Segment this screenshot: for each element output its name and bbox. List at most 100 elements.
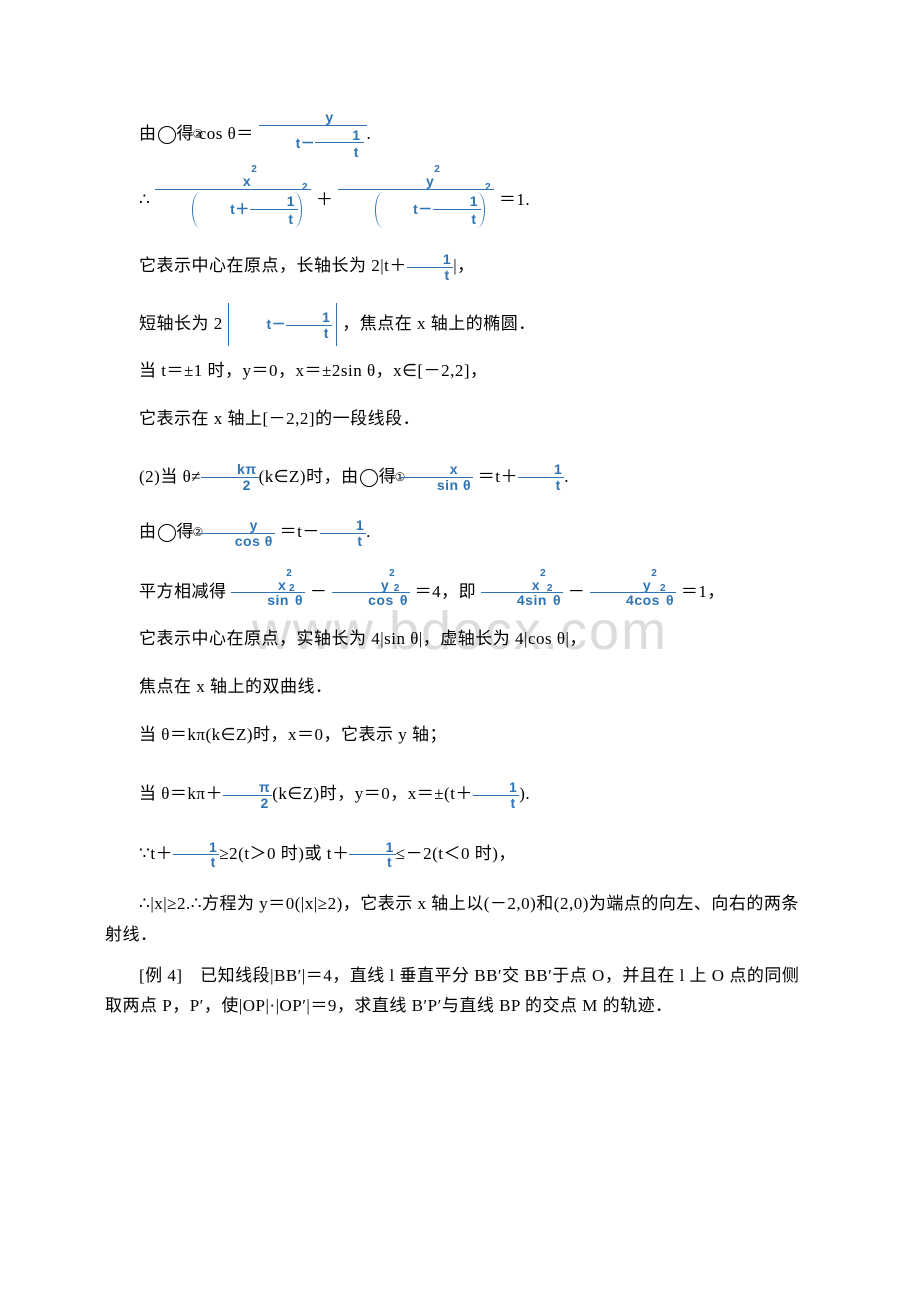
- fraction: 1t: [407, 252, 453, 282]
- text: －: [568, 582, 586, 601]
- text: ＝1，: [681, 582, 725, 601]
- fraction: xsin θ: [401, 462, 473, 492]
- text: ＝1.: [499, 190, 530, 209]
- fraction: 1t: [320, 518, 366, 548]
- text: ∵t＋: [139, 844, 173, 863]
- fraction: kπ2: [201, 462, 259, 492]
- sup: 2: [485, 182, 491, 193]
- text-line: 当 t＝±1 时，y＝0，x＝±2sin θ，x∈[－2,2]，: [105, 347, 815, 395]
- inner-fraction: 1t: [433, 194, 481, 226]
- text-line: 当 θ＝kπ(k∈Z)时，x＝0，它表示 y 轴；: [105, 711, 815, 759]
- text: (k∈Z)时，y＝0，x＝±(t＋: [272, 784, 473, 803]
- d2: θ: [553, 592, 561, 608]
- text: .: [564, 467, 569, 486]
- inner-fraction: 1t: [250, 194, 298, 226]
- d2: θ: [295, 592, 303, 608]
- text-line: 由②得 ycos θ ＝t－1t.: [105, 508, 815, 556]
- text-line: 当 θ＝kπ＋π2(k∈Z)时，y＝0，x＝±(t＋1t).: [105, 770, 815, 818]
- text: 当 θ＝kπ＋: [139, 784, 223, 803]
- text-line: 焦点在 x 轴上的双曲线．: [105, 663, 815, 711]
- n: x: [532, 577, 540, 593]
- text-line: (2)当 θ≠kπ2(k∈Z)时，由①得 xsin θ ＝t＋1t.: [105, 453, 815, 501]
- sup: 2: [547, 583, 553, 594]
- fraction: 1t: [518, 462, 564, 492]
- fraction: x2 sin2θ: [231, 578, 305, 608]
- text: 由: [139, 124, 157, 143]
- fraction: ycos θ: [199, 518, 275, 548]
- fraction: 1t: [473, 780, 519, 810]
- text: ∴: [139, 190, 150, 209]
- sup: 2: [660, 583, 666, 594]
- text: ＝t＋: [478, 467, 518, 486]
- text: .: [366, 522, 371, 541]
- txt: t－: [413, 201, 433, 217]
- inner-fraction: 1t: [286, 310, 332, 340]
- text: ≥2(t＞0 时)或 t＋: [219, 844, 349, 863]
- numerator: x: [243, 173, 251, 189]
- circled-number: ①: [360, 469, 378, 487]
- fraction: x2 t＋1t2: [155, 174, 311, 228]
- sup: 2: [434, 164, 440, 175]
- txt: t＋: [230, 201, 250, 217]
- inner-fraction: 1t: [315, 128, 363, 160]
- paren: t－1t: [375, 192, 485, 228]
- sup: 2: [540, 568, 546, 579]
- text-line: 平方相减得 x2 sin2θ － y2 cos2θ ＝4，即 x2 4sin2θ…: [105, 568, 815, 616]
- text-line: 短轴长为 2 t－1t ，焦点在 x 轴上的椭圆．: [105, 300, 815, 348]
- sup: 2: [251, 164, 257, 175]
- text: (k∈Z)时，由: [259, 467, 359, 486]
- fraction: 1t: [173, 840, 219, 870]
- document-page: www.bdocx.com 由②得 cos θ＝ y t－1t . ∴ x2 t…: [0, 0, 920, 1302]
- sup: 2: [651, 568, 657, 579]
- d: sin: [267, 592, 289, 608]
- sup: 2: [286, 568, 292, 579]
- paragraph: ∴|x|≥2.∴方程为 y＝0(|x|≥2)，它表示 x 轴上以(－2,0)和(…: [105, 889, 815, 950]
- text: ＝4，即: [415, 582, 477, 601]
- d2: θ: [666, 592, 674, 608]
- text: |，: [453, 256, 474, 275]
- fraction: x2 4sin2θ: [481, 578, 563, 608]
- d: 4sin: [517, 592, 547, 608]
- fraction: y2 4cos2θ: [590, 578, 676, 608]
- n: y: [381, 577, 389, 593]
- text-line: 它表示中心在原点，实轴长为 4|sin θ|，虚轴长为 4|cos θ|，: [105, 615, 815, 663]
- text: ≤－2(t＜0 时)，: [396, 844, 516, 863]
- sup: 2: [389, 568, 395, 579]
- text: 得 cos θ＝: [177, 124, 254, 143]
- sup: 2: [289, 583, 295, 594]
- fraction: y2 cos2θ: [332, 578, 410, 608]
- text: 得: [379, 467, 397, 486]
- den-text: t－: [296, 135, 316, 151]
- fraction: 1t: [349, 840, 395, 870]
- text: 平方相减得: [139, 582, 227, 601]
- circled-number: ②: [158, 524, 176, 542]
- page-content: 由②得 cos θ＝ y t－1t . ∴ x2 t＋1t2 ＋ y2 t－1t…: [105, 110, 815, 1022]
- text: ).: [519, 784, 530, 803]
- paren: t＋1t: [192, 192, 302, 228]
- text-line: 它表示在 x 轴上[－2,2]的一段线段．: [105, 395, 815, 443]
- text: ＝t－: [280, 522, 320, 541]
- n: y: [643, 577, 651, 593]
- sup: 2: [302, 182, 308, 193]
- paragraph: [例 4] 已知线段|BB′|＝4，直线 l 垂直平分 BB′交 BB′于点 O…: [105, 961, 815, 1022]
- numerator: y: [426, 173, 434, 189]
- text: ＋: [316, 190, 334, 209]
- d2: θ: [400, 592, 408, 608]
- text: 得: [177, 522, 195, 541]
- text: －: [310, 582, 328, 601]
- text: 由: [139, 522, 157, 541]
- text-line: 它表示中心在原点，长轴长为 2|t＋1t|，: [105, 242, 815, 290]
- text: 短轴长为 2: [139, 314, 223, 333]
- circled-number: ②: [158, 126, 176, 144]
- text: ，焦点在 x 轴上的椭圆．: [342, 314, 536, 333]
- fraction: π2: [223, 780, 272, 810]
- text-line: ∵t＋1t≥2(t＞0 时)或 t＋1t≤－2(t＜0 时)，: [105, 830, 815, 878]
- text-line: 由②得 cos θ＝ y t－1t .: [105, 110, 815, 160]
- sup: 2: [394, 583, 400, 594]
- n: x: [278, 577, 286, 593]
- fraction: y2 t－1t2: [338, 174, 494, 228]
- text: 它表示中心在原点，长轴长为 2|t＋: [139, 256, 407, 275]
- abs-expr: t－1t: [228, 303, 338, 346]
- d: cos: [368, 592, 394, 608]
- numerator: y: [325, 109, 333, 125]
